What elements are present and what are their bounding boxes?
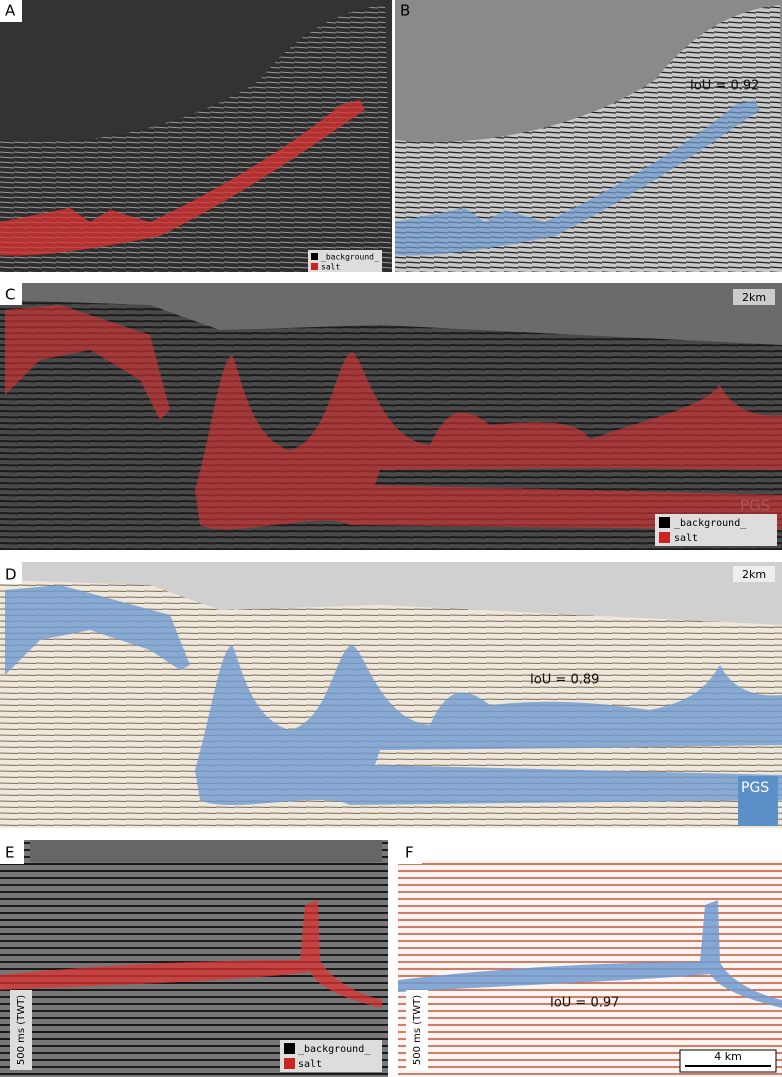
watermark-bg — [738, 776, 778, 826]
legend-box — [655, 514, 777, 546]
seismic — [0, 840, 388, 1077]
label-bg — [0, 840, 24, 864]
salt-prediction — [195, 645, 782, 805]
legend-box — [308, 250, 382, 272]
panel-d: IoU = 0.89 2km PGS D — [0, 562, 782, 828]
legend-label: salt — [298, 1059, 322, 1070]
legend-label: salt — [674, 533, 698, 544]
legend-label: _background_ — [674, 518, 747, 529]
legend-label: _background_ — [298, 1044, 371, 1055]
panel-c: 2km PGS _background_ salt C — [0, 283, 782, 550]
label-bg — [0, 562, 22, 584]
vertical-scale-bg — [406, 990, 428, 1070]
panel-letter: D — [5, 566, 17, 584]
seismic-top — [398, 840, 782, 860]
scale-bar-label: 2km — [742, 291, 766, 304]
vertical-scale-label: 500 ms (TWT) — [16, 995, 27, 1065]
legend-swatch — [659, 517, 670, 528]
iou-label: IoU = 0.92 — [690, 79, 759, 94]
panel-letter: A — [5, 2, 16, 20]
panel-letter: C — [5, 286, 15, 304]
legend-swatch — [311, 253, 318, 260]
iou-label: IoU = 0.97 — [550, 996, 619, 1011]
scale-bar-label: 4 km — [714, 1050, 742, 1063]
salt-mask — [5, 305, 170, 420]
salt-mask — [0, 900, 382, 1008]
panel-letter: B — [400, 2, 410, 20]
label-bg — [398, 840, 422, 864]
legend-box — [280, 1040, 382, 1072]
legend-swatch — [659, 532, 670, 543]
label-bg — [0, 0, 22, 22]
watermark: PGS — [741, 780, 769, 796]
panel-a: _background_ salt A — [0, 0, 392, 272]
panel-letter: E — [5, 844, 14, 862]
vertical-scale-label: 500 ms (TWT) — [412, 995, 423, 1065]
salt-prediction — [398, 900, 782, 1008]
legend-swatch — [311, 263, 318, 270]
label-bg — [0, 283, 22, 305]
legend-swatch — [284, 1058, 295, 1069]
scale-bar-bg — [733, 289, 775, 305]
salt-mask — [195, 352, 782, 530]
salt-prediction — [395, 100, 760, 256]
legend-swatch — [284, 1043, 295, 1054]
iou-label: IoU = 0.89 — [530, 673, 599, 688]
scale-bar-bg — [733, 566, 775, 582]
legend-label: _background_ — [321, 253, 379, 262]
panel-letter: F — [405, 844, 414, 862]
salt-prediction — [5, 585, 190, 675]
vertical-scale-bg — [10, 990, 32, 1070]
panel-e: 500 ms (TWT) _background_ salt E — [0, 840, 388, 1077]
scale-bar-label: 2km — [742, 568, 766, 581]
seismic — [0, 5, 392, 272]
panel-f: IoU = 0.97 500 ms (TWT) 4 km F — [398, 840, 782, 1077]
legend-label: salt — [321, 263, 340, 272]
seismic — [398, 840, 782, 1077]
salt-mask — [0, 100, 365, 256]
seismic-top — [30, 840, 382, 862]
seismic — [395, 5, 782, 272]
panel-b: IoU = 0.92 B — [395, 0, 782, 272]
watermark: PGS — [740, 497, 770, 515]
